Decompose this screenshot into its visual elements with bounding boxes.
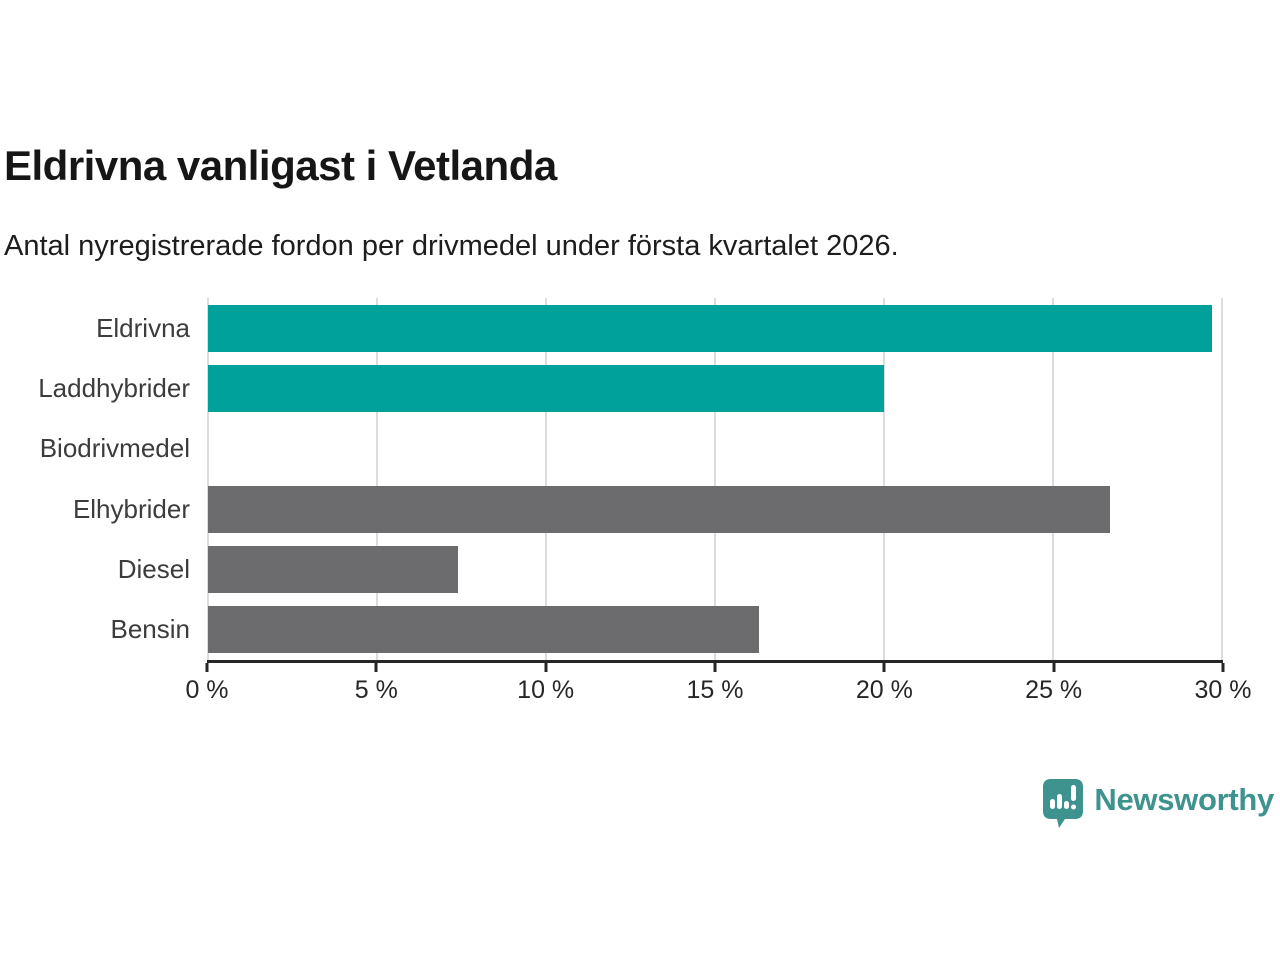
chart-title: Eldrivna vanligast i Vetlanda <box>4 142 557 189</box>
category-label: Bensin <box>110 614 191 645</box>
axis-tick <box>374 663 378 672</box>
bar-row: Elhybrider <box>0 479 1222 539</box>
bar-row: Biodrivmedel <box>0 419 1222 479</box>
axis-tick-label: 25 % <box>1025 676 1083 704</box>
bar-row: Diesel <box>0 539 1222 599</box>
bar-track <box>208 358 1222 418</box>
category-label: Diesel <box>117 553 190 584</box>
category-label: Laddhybrider <box>38 372 190 403</box>
category-label: Elhybrider <box>72 493 190 524</box>
axis-tick <box>1052 663 1056 672</box>
bar-track <box>208 539 1222 599</box>
chart-subtitle: Antal nyregistrerade fordon per drivmede… <box>4 230 899 262</box>
bar-track <box>208 479 1222 539</box>
brand-footer: Newsworthy <box>1042 778 1274 830</box>
bar-track <box>208 298 1222 358</box>
newsworthy-logo-icon <box>1043 779 1084 828</box>
brand-name: Newsworthy <box>1094 782 1274 817</box>
gridline <box>1052 298 1054 660</box>
bar-chart: Eldrivna Laddhybrider Biodrivmedel Elhybrid… <box>0 298 1222 660</box>
axis-tick-label: 15 % <box>686 676 744 704</box>
bar-row: Laddhybrider <box>0 358 1222 418</box>
bar-row: Eldrivna <box>0 298 1222 358</box>
bar-track <box>208 600 1222 660</box>
axis-tick-label: 20 % <box>855 676 913 704</box>
gridline <box>1221 298 1223 660</box>
axis-tick-label: 5 % <box>354 676 398 704</box>
axis-tick <box>544 663 548 672</box>
axis-tick <box>1221 663 1225 672</box>
bar-track <box>208 419 1222 479</box>
axis-tick <box>205 663 209 672</box>
category-label: Eldrivna <box>96 312 190 343</box>
gridline <box>714 298 716 660</box>
x-axis: 0 % 5 % 10 % 15 % 20 % 25 % 30 % <box>185 660 1251 708</box>
gridline-layer <box>207 298 1223 660</box>
bar <box>208 606 759 654</box>
gridline <box>545 298 547 660</box>
gridline <box>883 298 885 660</box>
bar <box>208 364 884 412</box>
bar <box>208 304 1212 352</box>
category-label: Biodrivmedel <box>39 433 190 464</box>
bar-row: Bensin <box>0 600 1222 660</box>
axis-tick-label: 30 % <box>1194 676 1252 704</box>
axis-tick-label: 0 % <box>185 676 229 704</box>
bar <box>208 545 459 593</box>
axis-tick <box>713 663 717 672</box>
axis-tick <box>882 663 886 672</box>
bar <box>208 485 1111 533</box>
gridline <box>207 298 209 660</box>
axis-tick-label: 10 % <box>517 676 575 704</box>
gridline <box>376 298 378 660</box>
